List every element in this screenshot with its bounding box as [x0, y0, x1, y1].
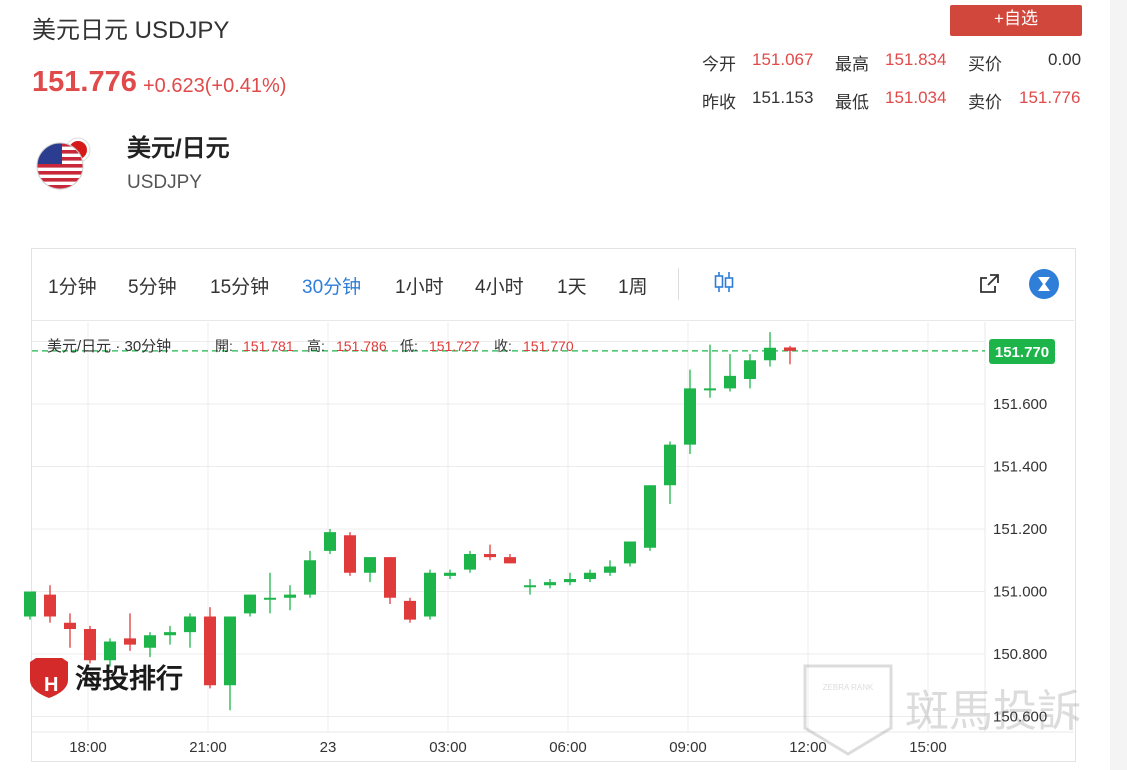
- add-watchlist-button[interactable]: +自选: [950, 5, 1082, 36]
- popout-icon[interactable]: [977, 272, 1001, 296]
- chart-panel: [31, 248, 1076, 762]
- tab-1day[interactable]: 1天: [557, 277, 587, 298]
- page-title: 美元日元 USDJPY: [32, 17, 230, 44]
- tab-15min[interactable]: 15分钟: [210, 277, 270, 298]
- ask-value: 151.776: [1019, 88, 1081, 107]
- high-label: 最高: [835, 55, 869, 74]
- tab-30min[interactable]: 30分钟: [302, 277, 362, 298]
- bid-label: 买价: [968, 55, 1002, 74]
- tab-1min[interactable]: 1分钟: [48, 277, 97, 298]
- low-value: 151.034: [885, 88, 947, 107]
- low-label: 最低: [835, 93, 869, 112]
- tab-5min[interactable]: 5分钟: [128, 277, 177, 298]
- open-value: 151.067: [752, 50, 814, 69]
- tradingview-logo-icon[interactable]: [1029, 269, 1059, 299]
- prev-close-label: 昨收: [702, 93, 736, 112]
- candlestick-type-icon[interactable]: [712, 270, 736, 294]
- tab-1week[interactable]: 1周: [618, 277, 648, 298]
- open-label: 今开: [702, 55, 736, 74]
- prev-close-value: 151.153: [752, 88, 814, 107]
- bid-value: 0.00: [1048, 50, 1082, 69]
- toolbar-border: [32, 320, 1074, 321]
- tab-1hour[interactable]: 1小时: [395, 277, 444, 298]
- current-price: 151.776: [32, 66, 137, 98]
- tab-4hour[interactable]: 4小时: [475, 277, 524, 298]
- toolbar-divider: [678, 268, 679, 300]
- ask-label: 卖价: [968, 93, 1002, 112]
- high-value: 151.834: [885, 50, 947, 69]
- price-change: +0.623(+0.41%): [143, 75, 287, 97]
- pair-code: USDJPY: [127, 172, 202, 193]
- pair-name: 美元/日元: [127, 135, 230, 162]
- usd-jpy-flag-icon: [36, 137, 91, 190]
